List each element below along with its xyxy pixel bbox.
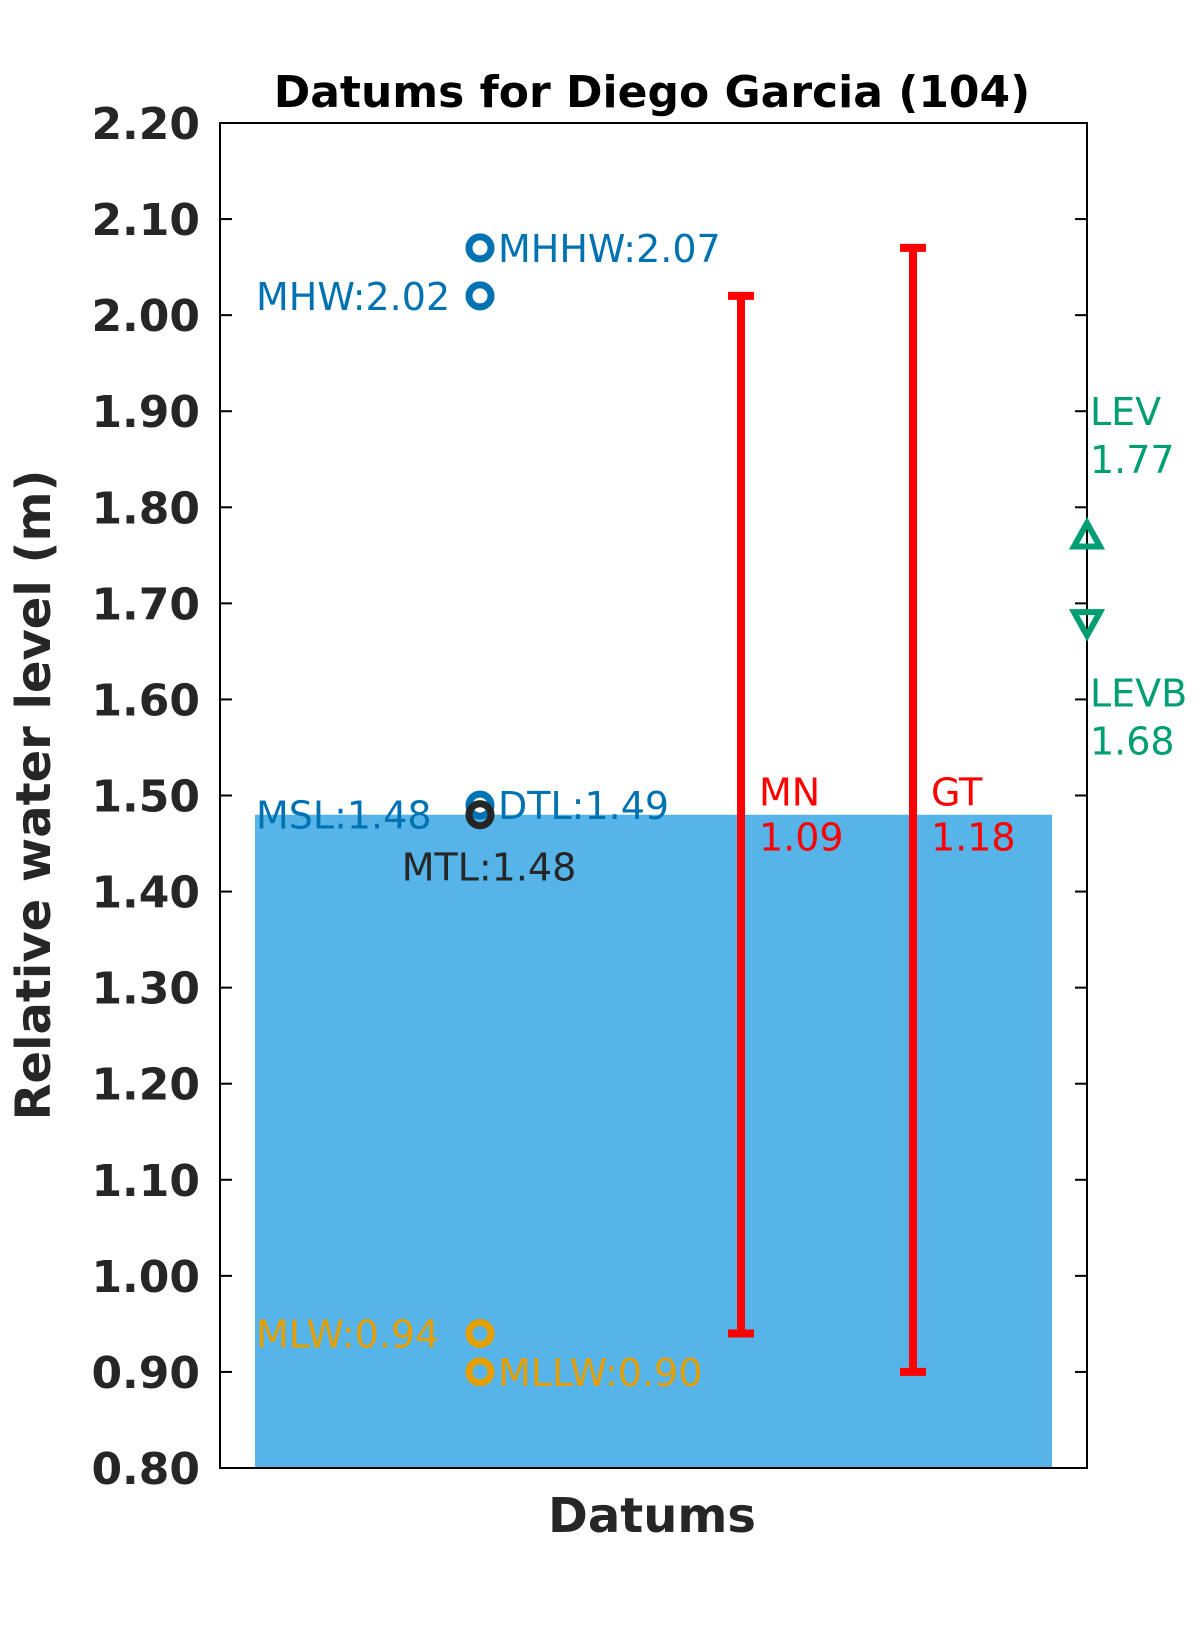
datum-markers: MHHW:2.07 MHW:2.02 MSL:1.48 DTL:1.49 MTL:1.4… [256, 227, 721, 1395]
y-tick-label: 1.10 [91, 1156, 200, 1207]
y-tick-label: 0.90 [91, 1348, 200, 1399]
range-label-gt: GT [931, 771, 983, 815]
datum-marker-mhhw [465, 233, 495, 263]
y-tick-label: 2.10 [91, 195, 200, 246]
chart-title: Datums for Diego Garcia (104) [274, 67, 1031, 118]
y-tick-label: 2.20 [91, 99, 200, 150]
y-tick-label: 1.40 [91, 868, 200, 919]
datum-marker-mllw [465, 1357, 495, 1387]
range-value-gt: 1.18 [931, 816, 1016, 860]
datum-label-mlw: MLW:0.94 [256, 1313, 439, 1357]
y-axis-label: Relative water level (m) [6, 470, 62, 1121]
y-tick-label: 1.20 [91, 1060, 200, 1111]
datum-label-mhw: MHW:2.02 [256, 275, 450, 319]
y-tick-label: 1.60 [91, 675, 200, 726]
range-label-mn: MN [759, 771, 820, 815]
y-axis-ticks: 0.80 0.90 1.00 1.10 1.20 1.30 1.40 1.50 1.60 1.70… [91, 99, 1087, 1495]
extreme-value-levb: 1.68 [1090, 720, 1175, 764]
extreme-label-lev: LEV [1090, 390, 1161, 434]
water-level-fill [255, 814, 1052, 1468]
y-tick-label: 1.90 [91, 387, 200, 438]
datum-label-mhhw: MHHW:2.07 [498, 227, 721, 271]
y-tick-label: 2.00 [91, 291, 200, 342]
datum-label-mtl: MTL:1.48 [402, 846, 577, 890]
tidal-ranges: MN1.09 GT1.18 [728, 243, 1016, 1376]
extreme-value-lev: 1.77 [1090, 438, 1175, 482]
datum-marker-mlw [465, 1319, 495, 1348]
datum-label-msl: MSL:1.48 [256, 794, 432, 838]
datum-marker-mtl [465, 800, 495, 830]
extreme-marker-levb [1068, 609, 1106, 642]
y-tick-label: 1.30 [91, 964, 200, 1015]
range-value-mn: 1.09 [759, 816, 844, 860]
x-axis-label: Datums [548, 1488, 756, 1544]
y-tick-label: 1.70 [91, 579, 200, 630]
y-tick-label: 1.80 [91, 483, 200, 534]
datum-label-dtl: DTL:1.49 [498, 784, 669, 828]
y-tick-label: 0.80 [91, 1444, 200, 1495]
datum-marker-mhw [465, 281, 495, 311]
extreme-label-levb: LEVB [1090, 672, 1187, 716]
datum-label-mllw: MLLW:0.90 [498, 1351, 702, 1395]
y-tick-label: 1.50 [91, 772, 200, 823]
extreme-marker-lev [1068, 516, 1106, 550]
y-tick-label: 1.00 [91, 1252, 200, 1303]
datum-marker-dtl [465, 790, 495, 820]
